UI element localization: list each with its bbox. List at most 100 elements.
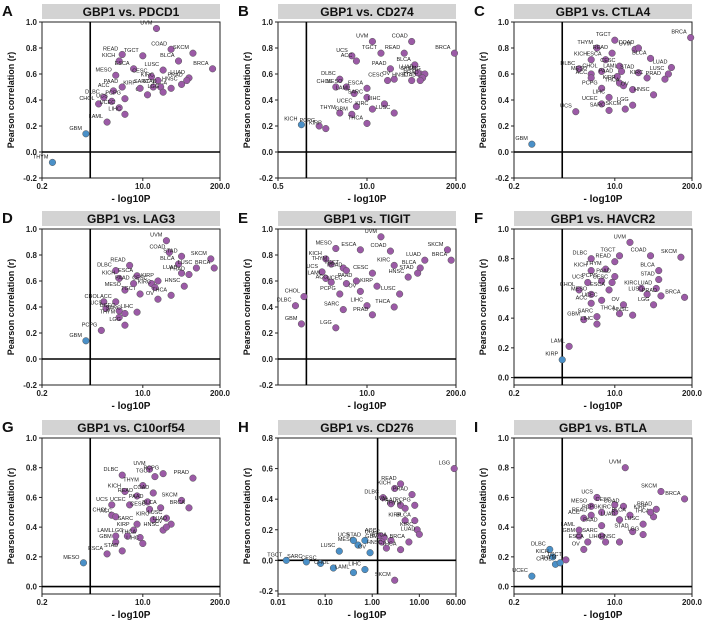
point-label: PCPG bbox=[582, 80, 598, 86]
data-point bbox=[408, 76, 416, 85]
point-label: GBM bbox=[69, 126, 82, 132]
data-point bbox=[162, 237, 170, 245]
plot-frame bbox=[277, 437, 457, 595]
data-point bbox=[387, 536, 395, 545]
data-point bbox=[411, 61, 419, 69]
point-label: LAML bbox=[551, 338, 565, 344]
x-tick-label: 10.0 bbox=[607, 598, 623, 607]
point-label: LGG bbox=[638, 297, 650, 303]
point-label: SKCM bbox=[661, 249, 677, 255]
point-label: ESCA bbox=[341, 242, 356, 248]
data-point bbox=[598, 508, 606, 516]
data-point bbox=[332, 244, 340, 253]
point-label: LIHC bbox=[121, 304, 134, 310]
data-point bbox=[390, 109, 398, 117]
data-point bbox=[575, 532, 583, 540]
y-tick-label: 0.0 bbox=[262, 355, 274, 364]
point-label: PCPG bbox=[144, 466, 160, 472]
point-label: LGG bbox=[409, 66, 421, 72]
data-point bbox=[593, 44, 601, 52]
point-label: DLBC bbox=[560, 61, 575, 67]
point-label: SKCM bbox=[641, 483, 657, 489]
data-point bbox=[97, 326, 105, 334]
data-point bbox=[415, 530, 423, 538]
panel-b: B GBP1 vs. CD274 -0.2 0.0 0.2 0.4 0.6 0.8 1.0 0.5… bbox=[238, 3, 467, 205]
point-label: KIRP bbox=[603, 75, 616, 81]
point-label: CESC bbox=[130, 501, 145, 507]
y-tick-label: 0.2 bbox=[26, 122, 38, 131]
data-point bbox=[390, 303, 398, 311]
point-label: TGCT bbox=[324, 260, 340, 266]
data-point bbox=[373, 282, 381, 290]
point-label: KIRP bbox=[545, 352, 558, 358]
data-point bbox=[400, 49, 408, 57]
data-point bbox=[368, 311, 376, 319]
data-point bbox=[397, 546, 405, 554]
data-point bbox=[572, 108, 580, 116]
data-point bbox=[339, 306, 347, 314]
data-point bbox=[580, 514, 588, 522]
point-label: LIHC bbox=[350, 298, 363, 304]
point-label: LAML bbox=[561, 522, 575, 528]
data-point bbox=[327, 278, 335, 286]
point-label: SARC bbox=[134, 79, 149, 85]
point-label: LGG bbox=[147, 84, 159, 90]
data-point bbox=[558, 356, 566, 364]
x-tick-label: 0.5 bbox=[272, 182, 284, 191]
y-tick-label: 1.0 bbox=[498, 434, 510, 443]
point-label: ACC bbox=[316, 274, 328, 280]
data-point bbox=[100, 93, 108, 101]
x-tick-label: 0.01 bbox=[270, 598, 286, 607]
data-point bbox=[598, 100, 606, 108]
data-point bbox=[133, 272, 141, 280]
plot-frame bbox=[41, 437, 221, 595]
point-label: HNSC bbox=[392, 73, 408, 79]
point-label: CESC bbox=[132, 276, 147, 282]
point-label: READ bbox=[385, 45, 400, 51]
data-point bbox=[611, 508, 619, 516]
data-point bbox=[336, 109, 344, 117]
point-label: PCPG bbox=[582, 504, 598, 510]
panel-title: GBP1 vs. CD274 bbox=[320, 5, 414, 19]
point-label: READ bbox=[572, 507, 587, 513]
point-label: LIHC bbox=[580, 316, 593, 322]
point-label: UCS bbox=[90, 300, 102, 306]
point-label: ACC bbox=[576, 295, 588, 301]
point-label: UCEC bbox=[327, 276, 343, 282]
y-tick-label: 0.4 bbox=[498, 96, 510, 105]
point-label: DLBC bbox=[104, 467, 119, 473]
data-point bbox=[112, 267, 120, 275]
point-label: PCPG bbox=[105, 91, 121, 97]
point-label: PRAD bbox=[174, 470, 189, 476]
point-label: TGCT bbox=[136, 469, 152, 475]
point-label: PCPG bbox=[320, 286, 336, 292]
data-point bbox=[575, 65, 583, 73]
data-point bbox=[629, 101, 637, 109]
point-label: CESC bbox=[368, 73, 383, 79]
data-point bbox=[608, 278, 616, 287]
point-label: READ bbox=[118, 488, 133, 494]
data-point bbox=[681, 495, 689, 503]
plot-frame bbox=[41, 21, 221, 179]
y-tick-label: 0.2 bbox=[498, 122, 510, 131]
data-point bbox=[611, 272, 619, 281]
point-label: CHOL bbox=[314, 560, 329, 566]
data-point bbox=[587, 502, 595, 510]
data-point bbox=[174, 260, 183, 268]
point-label: UVM bbox=[356, 34, 369, 40]
point-label: UVM bbox=[140, 21, 153, 27]
point-label: DLBC bbox=[277, 298, 292, 304]
data-point bbox=[546, 545, 554, 553]
point-label: LUAD bbox=[152, 516, 167, 522]
data-point bbox=[315, 122, 323, 130]
y-tick-label: 0.0 bbox=[262, 556, 274, 565]
point-label: UVM bbox=[133, 461, 146, 467]
data-point bbox=[121, 286, 129, 294]
point-label: HNSC bbox=[634, 87, 650, 93]
point-label: THYM bbox=[123, 478, 139, 484]
data-point bbox=[102, 304, 110, 312]
point-label: GBM bbox=[567, 312, 580, 318]
panel-title: GBP1 vs. TIGIT bbox=[324, 212, 411, 226]
data-point bbox=[377, 233, 385, 241]
